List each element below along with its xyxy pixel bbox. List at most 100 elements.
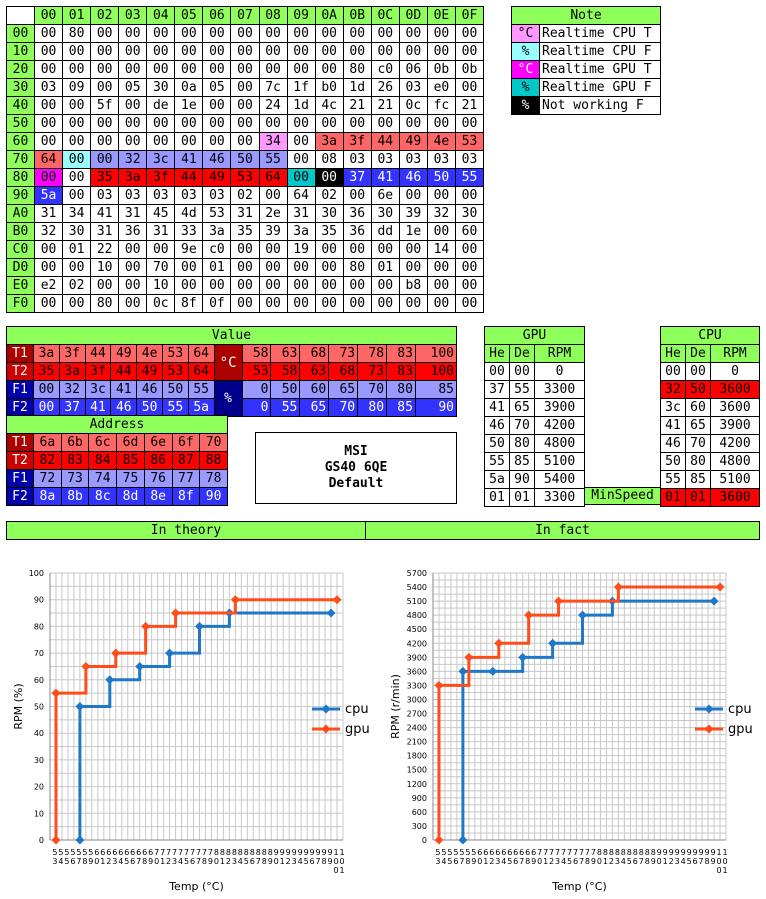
x-tick-label-tens: 5 bbox=[76, 848, 81, 857]
gpu-legend-marker bbox=[704, 724, 714, 734]
note-title: Note bbox=[511, 6, 661, 25]
memory-cell: 55 bbox=[454, 168, 485, 187]
minspeed-label: MinSpeed bbox=[584, 487, 661, 505]
x-tick-label-tens: 6 bbox=[136, 848, 141, 857]
value-dec-cell: 85 bbox=[414, 380, 458, 399]
x-tick-label-tens: 6 bbox=[112, 848, 117, 857]
memory-cell: 05 bbox=[202, 78, 232, 97]
value-dec-cell: 68 bbox=[299, 344, 330, 363]
value-table: Value T1 3a 3f 44 49 4e 53 64 °C 58 63 68 73 78 83 100 T2… bbox=[6, 326, 458, 417]
x-tick-label-tens: 8 bbox=[621, 848, 626, 857]
column-header: 01 bbox=[62, 6, 92, 25]
memory-row: A0 31 34 41 31 45 4d 53 31 2e 31 30 36 30 39 32 30 bbox=[6, 204, 485, 223]
x-tick-label-tens: 1 bbox=[716, 848, 721, 857]
x-tick-label-tens: 5 bbox=[435, 848, 440, 857]
memory-cell: de bbox=[146, 96, 176, 115]
memory-cell: 00 bbox=[426, 186, 456, 205]
memory-cell: 00 bbox=[370, 240, 400, 259]
x-tick-label-tens: 9 bbox=[327, 848, 332, 857]
x-tick-label-ones: 0 bbox=[477, 857, 482, 866]
memory-cell: 00 bbox=[342, 276, 372, 295]
column-header: He bbox=[660, 344, 686, 363]
memory-cell: 00 bbox=[370, 114, 400, 133]
value-hex-cell: 46 bbox=[136, 380, 163, 399]
memory-cell: 00 bbox=[62, 132, 92, 151]
x-tick-label-ones: 7 bbox=[459, 857, 464, 866]
memory-cell: 1d bbox=[286, 96, 316, 115]
x-tick-label-ones: 7 bbox=[76, 857, 81, 866]
memory-row: C0 00 01 22 00 00 9e c0 00 00 19 00 00 00 00 14 00 bbox=[6, 240, 485, 259]
address-cell: 8e bbox=[143, 487, 173, 506]
memory-cell: 50 bbox=[230, 150, 260, 169]
y-tick-label: 0 bbox=[39, 836, 44, 845]
x-tick-label-tens: 7 bbox=[543, 848, 548, 857]
y-tick-label: 3300 bbox=[407, 681, 427, 690]
cpu-data-point bbox=[548, 638, 558, 648]
x-tick-label-tens: 9 bbox=[687, 848, 692, 857]
gpu-data-point bbox=[434, 680, 444, 690]
ec-memory-table: 00 01 02 03 04 05 06 07 08 09 0A 0B 0C 0D 0E 0F 00 00 80 00… bbox=[6, 6, 485, 313]
x-tick-label-ones: 3 bbox=[112, 857, 117, 866]
x-tick-label-ones: 3 bbox=[172, 857, 177, 866]
x-tick-label-ones: 0 bbox=[274, 857, 279, 866]
x-tick-label-tens: 8 bbox=[244, 848, 249, 857]
cpu-fan-table: CPU He De RPM 00 00 0 32 50 3600 3c 60 3600 41 65 3900 4… bbox=[660, 326, 760, 507]
x-tick-label-ones: 9 bbox=[268, 857, 273, 866]
memory-cell: 00 bbox=[62, 168, 92, 187]
x-tick-label-tens: 7 bbox=[579, 848, 584, 857]
y-tick-label: 4800 bbox=[407, 611, 427, 620]
cpu-data-point bbox=[577, 610, 587, 620]
x-tick-label-ones: 5 bbox=[184, 857, 189, 866]
row-header: C0 bbox=[6, 240, 35, 259]
memory-cell: 4e bbox=[426, 132, 456, 151]
value-dec-cell: 60 bbox=[299, 380, 330, 399]
x-tick-label-tens: 7 bbox=[190, 848, 195, 857]
fan-cell: 4200 bbox=[534, 416, 585, 435]
column-header: He bbox=[484, 344, 510, 363]
x-tick-label-ones: 0 bbox=[722, 857, 727, 866]
memory-cell: 80 bbox=[342, 60, 372, 79]
memory-cell: 00 bbox=[454, 240, 485, 259]
gpu_table-title: GPU bbox=[484, 326, 585, 345]
cpu_table-header-row: He De RPM bbox=[660, 344, 760, 363]
memory-cell: 00 bbox=[314, 258, 344, 277]
value-hex-cell: 00 bbox=[33, 398, 60, 417]
x-tick-label-ones: 3 bbox=[675, 857, 680, 866]
memory-cell: 00 bbox=[426, 42, 456, 61]
x-tick-label-tens: 7 bbox=[160, 848, 165, 857]
memory-cell: 00 bbox=[118, 96, 148, 115]
column-header: 09 bbox=[286, 6, 316, 25]
x-tick-label-ones: 0 bbox=[333, 857, 338, 866]
memory-cell: 00 bbox=[62, 294, 92, 313]
x-tick-label-tens: 8 bbox=[262, 848, 267, 857]
memory-cell: 00 bbox=[258, 276, 288, 295]
memory-cell: 00 bbox=[90, 150, 120, 169]
memory-cell: 00 bbox=[90, 42, 120, 61]
memory-cell: 00 bbox=[258, 24, 288, 43]
memory-cell: 00 bbox=[314, 276, 344, 295]
memory-cell: 5f bbox=[90, 96, 120, 115]
memory-row: 80 00 00 35 3a 3f 44 49 53 64 00 00 37 41 46 50 55 bbox=[6, 168, 485, 187]
gpu_table-header-row: He De RPM bbox=[484, 344, 585, 363]
memory-cell: 1e bbox=[174, 96, 204, 115]
fan-cell: 55 bbox=[509, 380, 535, 399]
x-tick-label-hundreds: 1 bbox=[339, 866, 344, 875]
memory-cell: 00 bbox=[202, 96, 232, 115]
value-dec-cell: 73 bbox=[357, 362, 388, 381]
fan-cell: 4200 bbox=[710, 434, 760, 453]
address-table: Address T1 6a 6b 6c 6d 6e 6f 70 T2 82 83 84 85 86 87 88 F… bbox=[6, 415, 228, 506]
memory-cell: 00 bbox=[146, 240, 176, 259]
memory-cell: 30 bbox=[454, 204, 485, 223]
memory-cell: 06 bbox=[398, 60, 428, 79]
note-header-row: Note bbox=[511, 6, 661, 25]
memory-cell: 00 bbox=[286, 150, 316, 169]
x-tick-label-ones: 8 bbox=[142, 857, 147, 866]
memory-cell: 00 bbox=[258, 42, 288, 61]
y-axis-title: RPM (%) bbox=[12, 683, 25, 729]
cpu-data-point bbox=[105, 675, 115, 685]
gpu-data-point bbox=[111, 648, 121, 658]
memory-cell: 31 bbox=[118, 204, 148, 223]
memory-cell: 00 bbox=[258, 114, 288, 133]
y-tick-label: 50 bbox=[34, 703, 44, 712]
memory-cell: 00 bbox=[174, 132, 204, 151]
